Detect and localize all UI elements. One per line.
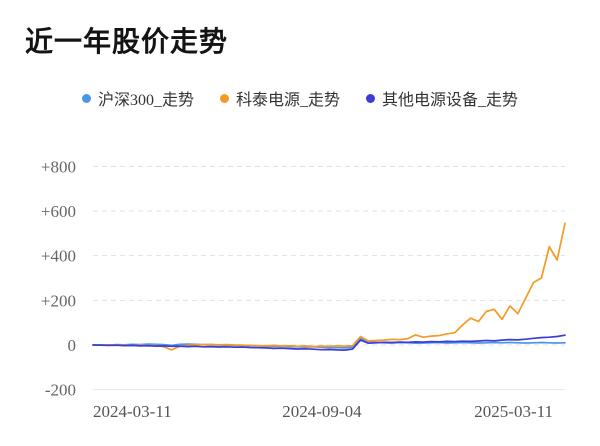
legend-item-label: 其他电源设备_走势 bbox=[382, 92, 519, 109]
y-axis-label: +200 bbox=[41, 291, 76, 310]
legend-item-2[interactable]: 其他电源设备_走势 bbox=[366, 86, 518, 110]
legend-item-0[interactable]: 沪深300_走势 bbox=[81, 86, 194, 110]
y-axis-label: +600 bbox=[41, 202, 76, 221]
y-axis-label: -200 bbox=[45, 381, 76, 400]
page-title: 近一年股价走势 bbox=[25, 26, 229, 57]
y-axis-label: +400 bbox=[41, 247, 76, 266]
line-chart-canvas: +800 +600 +400 +200 0 -200 2024-03-11 2024-09-0… bbox=[41, 157, 566, 421]
legend-dot-icon bbox=[81, 93, 91, 103]
y-axis-label: +800 bbox=[41, 157, 76, 176]
series-line-2 bbox=[92, 334, 566, 351]
legend-dot-icon bbox=[219, 93, 229, 103]
x-axis-label: 2024-09-04 bbox=[282, 402, 362, 421]
series-line-1 bbox=[92, 222, 566, 351]
legend-item-label: 科泰电源_走势 bbox=[235, 92, 340, 109]
y-axis-label: 0 bbox=[68, 336, 77, 355]
legend-dot-icon bbox=[366, 93, 375, 103]
legend-item-label: 沪深300_走势 bbox=[97, 92, 194, 109]
price-trend-chart: +800 +600 +400 +200 0 -200 2024-03-11 2024-09-0… bbox=[0, 130, 600, 446]
x-axis-label: 2024-03-11 bbox=[93, 402, 172, 421]
x-axis-label: 2025-03-11 bbox=[474, 402, 553, 421]
legend: 沪深300_走势 科泰电源_走势 其他电源设备_走势 bbox=[0, 86, 600, 110]
legend-item-1[interactable]: 科泰电源_走势 bbox=[219, 86, 340, 110]
series-line-0 bbox=[92, 337, 566, 349]
